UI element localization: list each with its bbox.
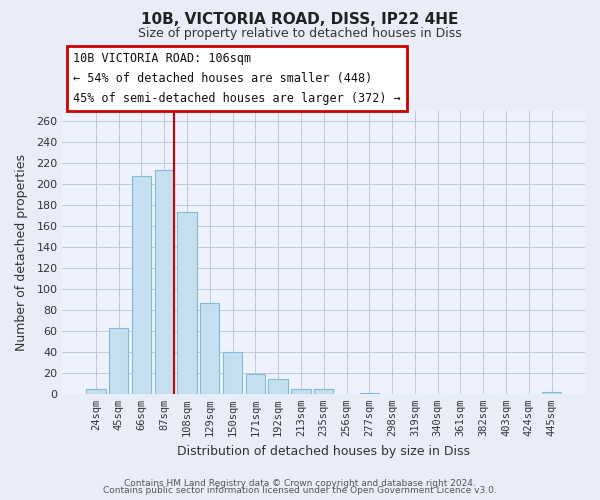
Bar [109, 328, 128, 394]
Y-axis label: Number of detached properties: Number of detached properties [15, 154, 28, 351]
Bar [223, 352, 242, 394]
X-axis label: Distribution of detached houses by size in Diss: Distribution of detached houses by size … [177, 444, 470, 458]
Bar [132, 176, 151, 394]
Text: 10B VICTORIA ROAD: 106sqm
← 54% of detached houses are smaller (448)
45% of semi: 10B VICTORIA ROAD: 106sqm ← 54% of detac… [73, 52, 401, 105]
Text: Size of property relative to detached houses in Diss: Size of property relative to detached ho… [138, 28, 462, 40]
Text: Contains public sector information licensed under the Open Government Licence v3: Contains public sector information licen… [103, 486, 497, 495]
Bar [268, 379, 288, 394]
Text: Contains HM Land Registry data © Crown copyright and database right 2024.: Contains HM Land Registry data © Crown c… [124, 478, 476, 488]
Bar [155, 170, 174, 394]
Bar [314, 388, 334, 394]
Bar [86, 388, 106, 394]
Bar [200, 302, 220, 394]
Bar [245, 374, 265, 394]
Text: 10B, VICTORIA ROAD, DISS, IP22 4HE: 10B, VICTORIA ROAD, DISS, IP22 4HE [142, 12, 458, 28]
Bar [542, 392, 561, 394]
Bar [291, 388, 311, 394]
Bar [359, 393, 379, 394]
Bar [178, 212, 197, 394]
